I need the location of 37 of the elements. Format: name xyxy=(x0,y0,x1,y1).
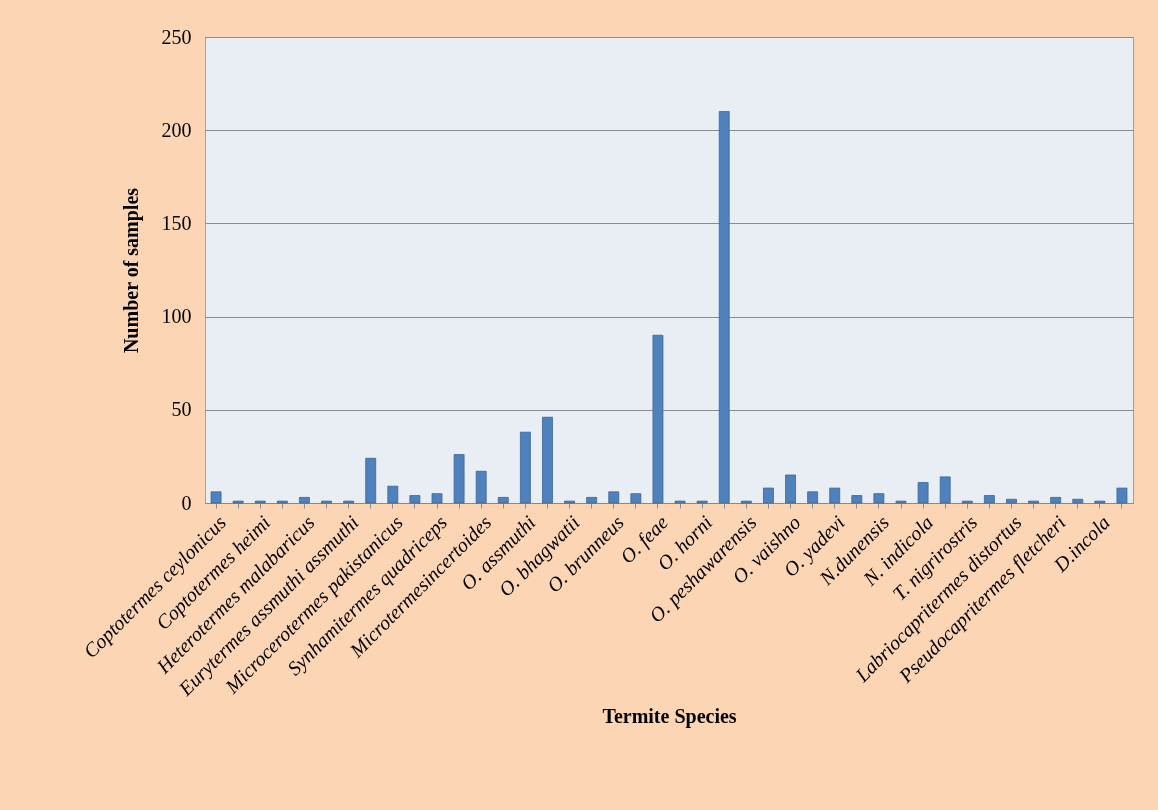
y-tick-label: 150 xyxy=(161,211,192,234)
bar xyxy=(387,485,399,504)
bar xyxy=(763,487,774,504)
bar xyxy=(497,497,509,504)
x-axis-title: Termite Species xyxy=(602,705,737,729)
bar xyxy=(431,493,443,504)
y-tick-label: 200 xyxy=(161,118,192,141)
y-tick-label: 100 xyxy=(161,305,192,328)
bar xyxy=(1072,498,1084,504)
bar xyxy=(210,491,222,504)
bar xyxy=(785,474,796,504)
bar xyxy=(851,495,863,504)
bar xyxy=(365,457,377,504)
y-axis-title: Number of samples xyxy=(119,187,143,354)
bar xyxy=(519,431,531,504)
y-tick-label: 50 xyxy=(171,398,192,421)
bar xyxy=(475,470,487,504)
bar xyxy=(939,476,951,504)
bar xyxy=(807,491,819,504)
bar xyxy=(873,493,885,504)
bar xyxy=(1006,498,1017,504)
bar xyxy=(718,111,730,504)
bar xyxy=(917,482,929,504)
bar xyxy=(829,487,841,504)
bar xyxy=(1116,487,1128,504)
bar xyxy=(630,493,642,504)
bar xyxy=(542,416,553,504)
bar xyxy=(608,491,620,504)
bar xyxy=(983,495,995,504)
y-tick-label: 250 xyxy=(161,25,192,48)
bar xyxy=(652,334,664,504)
bar xyxy=(409,495,421,504)
bar xyxy=(1050,497,1062,504)
y-tick-label: 0 xyxy=(181,491,192,514)
bar xyxy=(299,497,310,504)
bar xyxy=(453,454,465,504)
bar xyxy=(586,497,598,504)
